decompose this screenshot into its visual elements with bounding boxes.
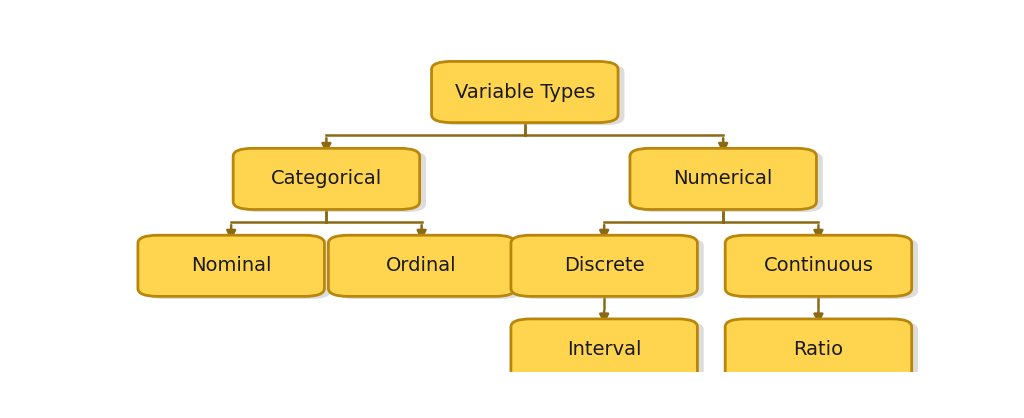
Text: Ordinal: Ordinal bbox=[386, 256, 457, 275]
FancyBboxPatch shape bbox=[431, 61, 618, 122]
Text: Categorical: Categorical bbox=[270, 169, 382, 189]
Text: Interval: Interval bbox=[567, 340, 641, 359]
Text: Nominal: Nominal bbox=[190, 256, 271, 275]
Text: Discrete: Discrete bbox=[564, 256, 644, 275]
FancyBboxPatch shape bbox=[144, 238, 331, 299]
FancyBboxPatch shape bbox=[731, 238, 919, 299]
Text: Variable Types: Variable Types bbox=[455, 82, 595, 102]
FancyBboxPatch shape bbox=[511, 235, 697, 296]
Text: Continuous: Continuous bbox=[764, 256, 873, 275]
FancyBboxPatch shape bbox=[329, 235, 515, 296]
FancyBboxPatch shape bbox=[233, 148, 420, 209]
FancyBboxPatch shape bbox=[517, 238, 703, 299]
FancyBboxPatch shape bbox=[138, 235, 325, 296]
FancyBboxPatch shape bbox=[335, 238, 521, 299]
FancyBboxPatch shape bbox=[438, 64, 625, 125]
Text: Numerical: Numerical bbox=[674, 169, 773, 189]
FancyBboxPatch shape bbox=[731, 321, 919, 382]
FancyBboxPatch shape bbox=[630, 148, 816, 209]
Text: Ratio: Ratio bbox=[794, 340, 844, 359]
FancyBboxPatch shape bbox=[636, 151, 823, 212]
FancyBboxPatch shape bbox=[240, 151, 426, 212]
FancyBboxPatch shape bbox=[517, 321, 703, 382]
FancyBboxPatch shape bbox=[725, 235, 911, 296]
FancyBboxPatch shape bbox=[725, 319, 911, 380]
FancyBboxPatch shape bbox=[511, 319, 697, 380]
